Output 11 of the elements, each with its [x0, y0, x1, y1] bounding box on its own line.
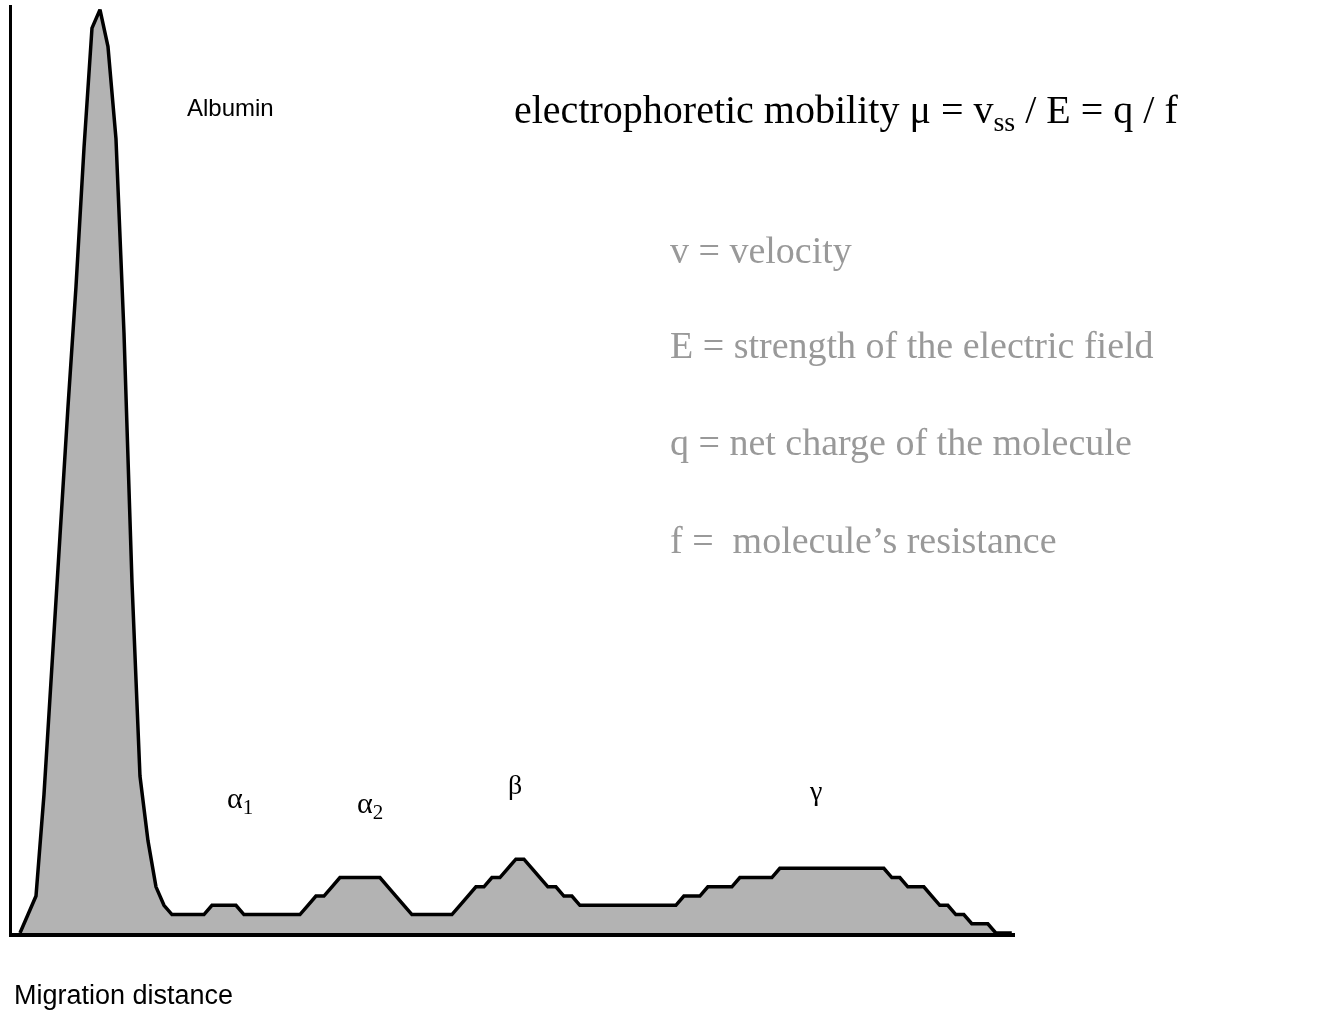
annotation: v = velocity	[670, 229, 852, 271]
annotation: electrophoretic mobility μ = v$_{ss}$ / E = q / f	[514, 87, 1179, 138]
x-axis-title: Migration distance	[14, 980, 234, 1010]
annotation: E = strength of the electric field	[670, 324, 1154, 366]
annotation: α$_{2}$	[357, 786, 384, 825]
annotation: α$_{1}$	[227, 781, 254, 820]
annotation: q = net charge of the molecule	[670, 421, 1132, 463]
annotation: γ	[809, 775, 823, 806]
annotation: Albumin	[187, 94, 274, 121]
annotation: β	[508, 769, 523, 800]
annotation: f = molecule’s resistance	[670, 519, 1057, 561]
